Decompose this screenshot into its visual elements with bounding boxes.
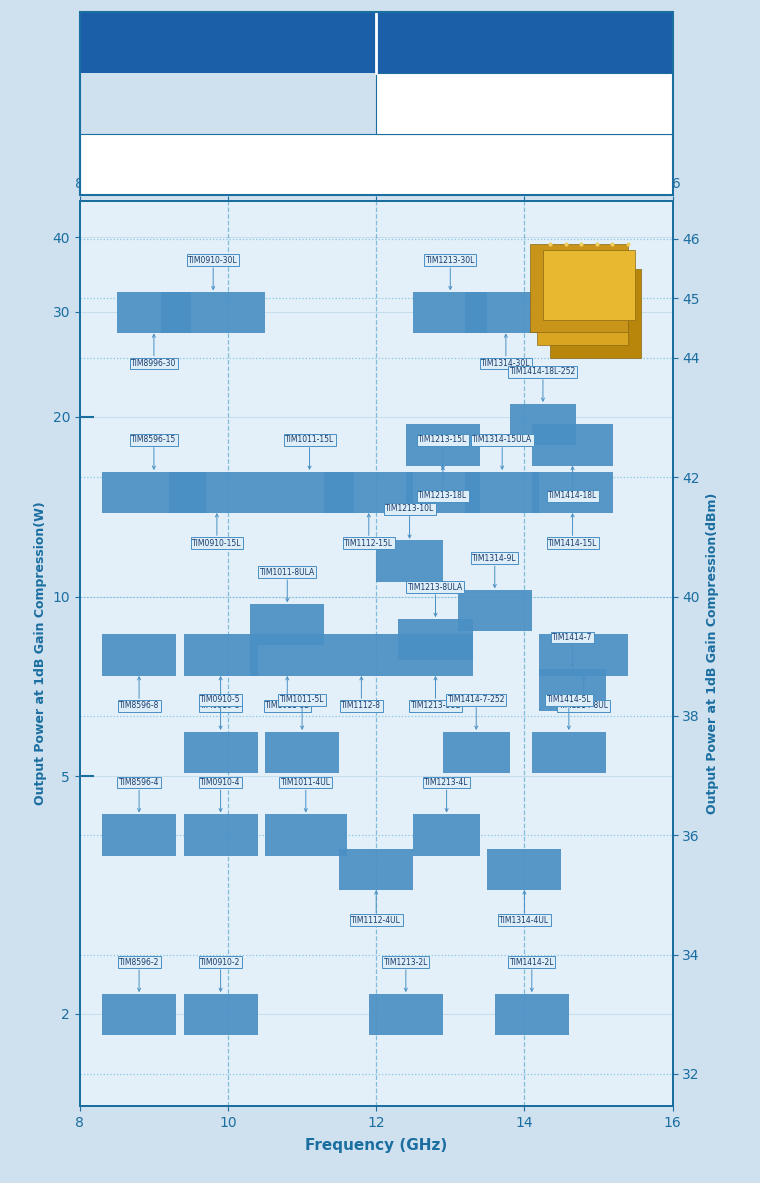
Bar [265, 472, 354, 513]
Text: TIM0910-4: TIM0910-4 [201, 778, 241, 812]
Bar [398, 619, 473, 660]
Bar [161, 292, 265, 334]
Text: TIM1011-8L: TIM1011-8L [265, 677, 309, 711]
Bar [169, 472, 265, 513]
Bar [339, 848, 413, 891]
Text: TIM0910-8: TIM0910-8 [201, 677, 241, 711]
Bar [495, 994, 568, 1035]
Bar [80, 12, 376, 73]
Bar [325, 472, 413, 513]
Bar [183, 634, 258, 675]
Text: TIM1112-15L: TIM1112-15L [344, 513, 394, 548]
Bar [532, 472, 613, 513]
Text: TIM8596-2: TIM8596-2 [119, 958, 160, 991]
Text: TIM1314-30L: TIM1314-30L [481, 335, 530, 368]
Bar [458, 590, 532, 632]
Text: TIM1414-7: TIM1414-7 [553, 633, 593, 666]
Bar [532, 425, 613, 466]
Text: TIM1314-4UL: TIM1314-4UL [499, 891, 549, 925]
Bar [376, 541, 443, 582]
Bar [509, 403, 576, 445]
Text: TIM1011-4UL: TIM1011-4UL [280, 778, 331, 812]
Bar [265, 731, 339, 774]
Text: TIM1414-15L: TIM1414-15L [548, 513, 597, 548]
Text: TIM1213-8UL: TIM1213-8UL [410, 677, 461, 711]
Text: TIM1414-5L: TIM1414-5L [546, 696, 591, 729]
Bar [406, 472, 480, 513]
Text: TIM1011-8ULA: TIM1011-8ULA [260, 568, 315, 601]
Y-axis label: Output Power at 1dB Gain Compression(W): Output Power at 1dB Gain Compression(W) [34, 502, 47, 806]
Text: TIM1414-2L: TIM1414-2L [509, 958, 554, 991]
Text: TIM1314-8UL: TIM1314-8UL [559, 677, 609, 711]
Bar [413, 292, 487, 334]
Bar [487, 848, 562, 891]
Bar [183, 814, 258, 855]
Bar [117, 292, 191, 334]
Text: TIM8596-15: TIM8596-15 [131, 435, 176, 470]
Text: TIM1213-2L: TIM1213-2L [384, 958, 428, 991]
Bar [406, 425, 480, 466]
Text: TIM1414-18L-252: TIM1414-18L-252 [510, 368, 576, 401]
Text: TIM0910-30L: TIM0910-30L [188, 256, 238, 290]
Bar [398, 634, 473, 675]
Bar [532, 731, 606, 774]
Text: PTP: PTP [365, 159, 388, 172]
Bar [265, 814, 347, 855]
Bar [376, 73, 673, 134]
Bar [465, 472, 539, 513]
Text: TIM1213-15L: TIM1213-15L [418, 435, 467, 470]
Bar [250, 634, 325, 675]
Text: Satellite Communications: Satellite Communications [444, 97, 605, 110]
Text: TIM1213-10L: TIM1213-10L [385, 504, 434, 538]
Text: TIM1213-8ULA: TIM1213-8ULA [408, 583, 463, 616]
Text: TIM1414-7-252: TIM1414-7-252 [448, 696, 505, 729]
Text: TIM1011-15L: TIM1011-15L [285, 435, 334, 470]
Text: TIM1112-8: TIM1112-8 [341, 677, 382, 711]
Bar [102, 994, 176, 1035]
Bar [250, 605, 325, 646]
Text: TIM1213-30L: TIM1213-30L [426, 256, 475, 290]
Text: TIM1213-4L: TIM1213-4L [424, 778, 469, 812]
X-axis label: Frequency (GHz): Frequency (GHz) [305, 1138, 448, 1153]
Text: TIM1213-18L: TIM1213-18L [418, 466, 467, 500]
Bar [183, 731, 258, 774]
Bar [465, 292, 546, 334]
Text: TIM0910-2: TIM0910-2 [201, 958, 241, 991]
Text: TIM0910-5: TIM0910-5 [201, 696, 241, 729]
Bar [325, 634, 398, 675]
Bar [539, 634, 628, 675]
Bar [443, 731, 509, 774]
Text: Ku-Band: Ku-Band [485, 33, 564, 51]
Bar [80, 134, 673, 195]
Text: TIM1314-15ULA: TIM1314-15ULA [472, 435, 532, 470]
Text: TIM0910-15L: TIM0910-15L [192, 513, 242, 548]
Text: TIM1112-4UL: TIM1112-4UL [351, 891, 401, 925]
Bar [413, 814, 480, 855]
Text: TIM1314-9L: TIM1314-9L [473, 554, 517, 588]
Text: TIM8596-4: TIM8596-4 [119, 778, 160, 812]
Bar [369, 994, 443, 1035]
Text: TIM8996-30: TIM8996-30 [131, 335, 176, 368]
Text: X-Band: X-Band [195, 33, 261, 51]
Bar [539, 670, 606, 711]
Bar [102, 472, 206, 513]
Bar [376, 12, 673, 73]
Text: TIM1414-18L: TIM1414-18L [548, 466, 597, 500]
Bar [183, 994, 258, 1035]
X-axis label: Frequency (GHz): Frequency (GHz) [305, 157, 448, 172]
Y-axis label: Output Power at 1dB Gain Compression(dBm): Output Power at 1dB Gain Compression(dBm… [705, 493, 718, 814]
Bar [102, 814, 176, 855]
Text: TIM1011-5L: TIM1011-5L [280, 696, 325, 729]
Text: TIM8596-8: TIM8596-8 [119, 677, 160, 711]
Bar [102, 634, 176, 675]
